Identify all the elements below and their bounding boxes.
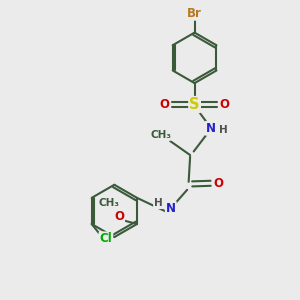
- Text: O: O: [213, 177, 224, 190]
- Text: O: O: [219, 98, 229, 111]
- Text: H: H: [219, 125, 228, 135]
- Text: CH₃: CH₃: [151, 130, 172, 140]
- Text: H: H: [154, 198, 163, 208]
- Text: N: N: [166, 202, 176, 215]
- Text: O: O: [114, 210, 124, 223]
- Text: Cl: Cl: [100, 232, 112, 245]
- Text: S: S: [189, 97, 200, 112]
- Text: CH₃: CH₃: [98, 198, 119, 208]
- Text: Br: Br: [187, 7, 202, 20]
- Text: O: O: [160, 98, 170, 111]
- Text: N: N: [206, 122, 216, 135]
